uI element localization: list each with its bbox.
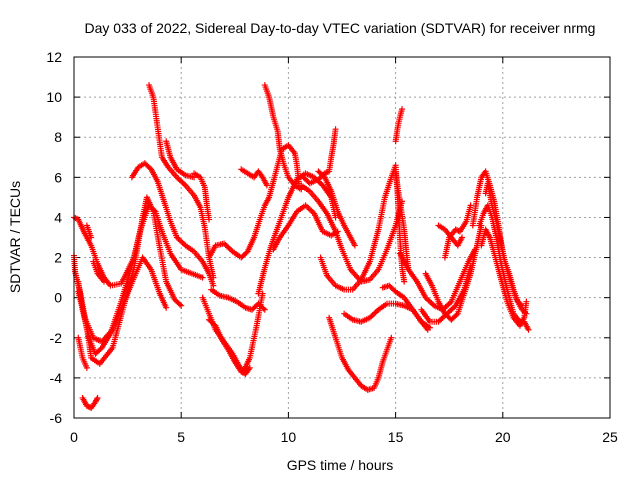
series-track-21 [298,182,406,285]
data-point-markers [469,168,530,317]
series-track-07 [83,222,95,241]
y-axis-label: SDTVAR / TECUs [7,181,23,293]
plot-frame [73,56,611,419]
series-track-34 [441,202,474,261]
data-point-markers [206,142,303,261]
data-point-markers [441,202,474,261]
y-tick-label: 12 [46,49,62,65]
data-point-markers [208,286,268,313]
chart-title: Day 033 of 2022, Sidereal Day-to-day VTE… [85,20,596,36]
data-point-markers [75,202,206,357]
data-point-markers [206,316,253,377]
axis-ticks: 0 5 10 15 20 25 -6 -4 -2 0 2 4 6 8 10 12 [46,49,618,445]
data-point-markers [261,82,305,193]
data-point-markers [128,160,217,289]
data-point-markers [75,254,170,345]
series-track-12 [191,170,213,223]
series-track-19 [261,82,305,193]
grid-lines [74,57,610,418]
series-track-30 [396,246,478,313]
series-track-03 [75,202,206,357]
data-point-markers [396,246,478,313]
series-track-04 [75,254,170,345]
series-track-28 [392,106,406,145]
x-tick-label: 15 [388,429,404,445]
data-point-markers [326,314,395,393]
y-tick-label: 2 [54,250,62,266]
data-point-markers [90,258,108,285]
x-tick-label: 0 [70,429,78,445]
data-point-markers [315,168,358,249]
series-track-11 [163,138,198,181]
data-point-markers [392,106,406,145]
series-track-25 [326,314,395,393]
data-point-markers [300,126,339,187]
x-tick-label: 25 [602,429,618,445]
data-point-markers [238,166,270,189]
data-point-markers [422,222,485,323]
x-tick-label: 10 [281,429,297,445]
y-tick-label: 8 [54,129,62,145]
series-track-17 [238,166,270,189]
y-tick-label: 4 [54,209,62,225]
series-track-23 [315,168,358,249]
series-track-14 [206,316,253,377]
x-tick-label: 20 [495,429,511,445]
series-track-16 [208,286,268,313]
series-track-06 [79,394,101,411]
x-tick-label: 5 [177,429,185,445]
series-track-15 [206,142,303,261]
series-track-38 [482,180,526,309]
data-point-markers [75,334,90,371]
y-tick-label: -2 [50,330,63,346]
data-point-markers [191,170,213,223]
series-track-27 [379,282,433,331]
data-point-markers [298,182,406,285]
series-track-29 [392,170,412,273]
series-track-32 [422,222,485,323]
y-tick-label: -4 [50,370,63,386]
data-point-markers [270,202,341,253]
x-axis-label: GPS time / hours [287,457,394,473]
data-point-markers [379,282,433,331]
data-point-markers [79,394,101,411]
data-series [71,82,532,411]
y-tick-label: 0 [54,290,62,306]
series-track-05 [75,334,90,371]
series-track-20 [270,202,341,253]
y-tick-label: 6 [54,169,62,185]
y-tick-label: -6 [50,410,63,426]
data-point-markers [478,226,530,329]
series-track-22 [300,126,339,187]
series-track-09 [128,160,217,289]
data-point-markers [163,138,198,181]
data-point-markers [83,222,95,241]
series-track-35 [469,168,530,317]
y-tick-label: 10 [46,89,62,105]
data-point-markers [392,170,412,273]
series-track-37 [478,226,530,329]
data-point-markers [482,180,526,309]
series-track-08 [90,258,108,285]
